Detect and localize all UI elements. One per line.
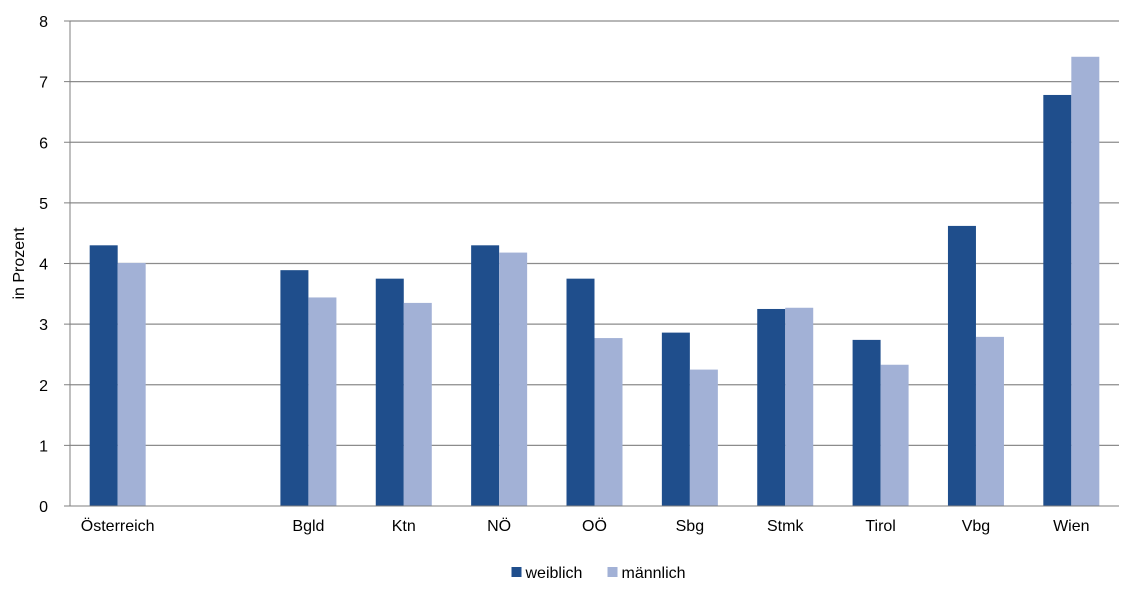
y-axis-label: in Prozent [11,227,28,300]
bar-männlich [785,307,814,506]
x-tick-label: Vbg [962,518,990,535]
bar-weiblich [947,225,976,506]
y-tick-label: 2 [39,378,48,395]
bar-weiblich [280,270,309,506]
bar-weiblich [661,332,690,506]
y-tick-label: 3 [39,317,48,334]
x-axis-ticks: Österreich Bgld Ktn NÖ OÖ Sbg Stmk Tirol Vbg Wien [81,517,1090,535]
x-tick-label: Stmk [767,518,804,535]
bar-weiblich [375,278,404,506]
bar-männlich [308,297,337,506]
y-tick-label: 5 [39,196,48,213]
bar-männlich [975,336,1004,506]
bar-männlich [880,364,909,506]
legend-label: weiblich [525,565,583,582]
legend-swatch-weiblich [511,567,522,577]
bar-männlich [689,369,718,506]
x-tick-label: NÖ [487,517,511,535]
legend-label: männlich [622,565,686,582]
bar-männlich [117,262,146,506]
y-tick-label: 1 [39,438,48,455]
x-tick-label: Ktn [392,518,416,535]
bar-männlich [1071,56,1100,507]
bar-weiblich [1043,94,1072,507]
bar-weiblich [757,308,786,506]
y-tick-label: 6 [39,135,48,152]
x-tick-label: Bgld [292,518,324,535]
legend: weiblich männlich [511,565,686,582]
bar-weiblich [566,278,595,506]
y-tick-label: 4 [39,257,48,274]
x-tick-label: Tirol [865,518,896,535]
y-tick-label: 8 [39,14,48,31]
bar-weiblich [471,245,500,506]
bar-weiblich [89,245,118,506]
y-axis-ticks: 0 1 2 3 4 5 6 7 8 [39,14,70,516]
y-tick-label: 0 [39,499,48,516]
bars [89,56,1100,507]
y-tick-label: 7 [39,75,48,92]
legend-swatch-männlich [607,567,618,577]
x-tick-label: Österreich [81,517,155,535]
bar-männlich [594,338,623,506]
x-tick-label: OÖ [582,517,607,535]
x-tick-label: Wien [1053,518,1089,535]
bar-weiblich [852,339,881,506]
bar-männlich [403,302,432,506]
x-tick-label: Sbg [676,518,704,535]
bar-männlich [499,252,528,506]
